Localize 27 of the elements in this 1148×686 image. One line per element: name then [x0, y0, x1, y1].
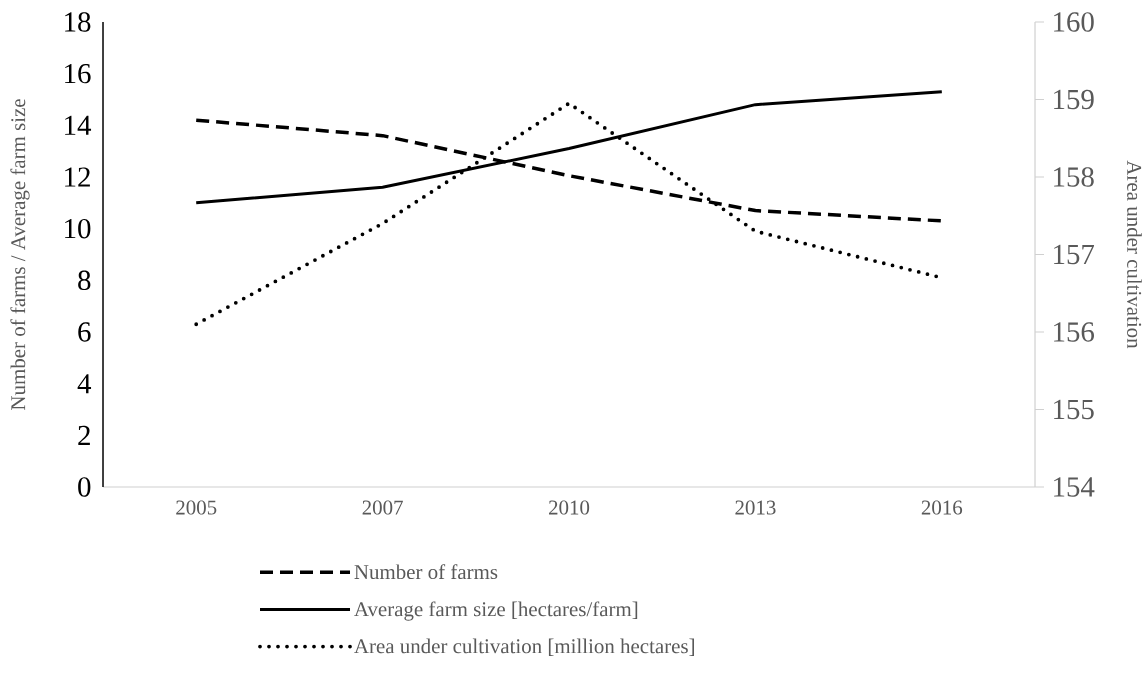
y-tick-label: 2 [78, 425, 90, 445]
y2-tick-label: 155 [1054, 399, 1094, 420]
y2-tick-label: 158 [1054, 167, 1094, 187]
y-tick-label: 10 [65, 218, 91, 239]
x-tick-label: 2010 [549, 500, 590, 515]
y2-tick-label: 156 [1054, 322, 1094, 342]
y-tick-label: 6 [78, 322, 91, 342]
x-tick-label: 2005 [176, 500, 217, 515]
y2-tick-label: 160 [1054, 12, 1094, 32]
y-tick-label: 4 [77, 374, 92, 394]
y-tick-label: 12 [65, 167, 90, 187]
legend-label: Average farm size [hectares/farm] [354, 601, 638, 621]
y2-tick-label: 157 [1054, 244, 1095, 265]
x-tick-label: 2007 [362, 500, 403, 515]
y-tick-label: 14 [65, 115, 92, 135]
x-tick-label: 2013 [735, 500, 776, 515]
y2-tick-label: 159 [1054, 89, 1094, 110]
y-tick-label: 16 [65, 63, 91, 84]
legend-label: Area under cultivation [million hectares] [354, 638, 694, 656]
y-tick-label: 0 [78, 477, 91, 497]
y-tick-label: 18 [65, 12, 91, 32]
y-tick-label: 8 [78, 270, 91, 291]
y2-axis-title: Area under cultivation [1127, 160, 1142, 349]
x-tick-label: 2016 [921, 500, 963, 515]
y2-tick-label: 154 [1054, 477, 1095, 497]
y-axis-title: Number of farms / Average farm size [10, 99, 30, 410]
legend-label: Number of farms [354, 564, 498, 580]
